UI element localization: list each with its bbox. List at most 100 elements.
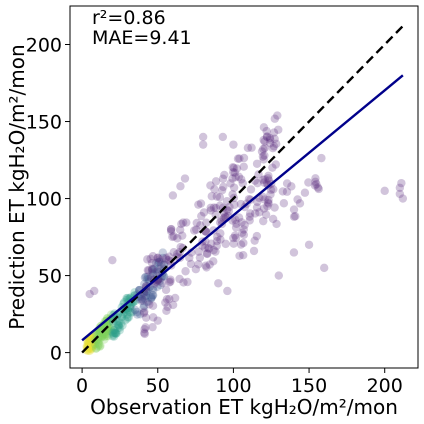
scatter-point bbox=[93, 342, 103, 351]
scatter-point bbox=[140, 324, 149, 334]
scatter-point bbox=[146, 254, 155, 264]
scatter-point bbox=[141, 323, 150, 332]
scatter-point bbox=[262, 132, 272, 141]
scatter-point bbox=[147, 294, 156, 303]
scatter-point bbox=[250, 236, 259, 245]
scatter-point bbox=[199, 208, 209, 217]
scatter-point bbox=[207, 239, 216, 248]
scatter-point bbox=[206, 181, 215, 190]
scatter-point bbox=[176, 182, 185, 191]
scatter-point bbox=[158, 278, 167, 288]
scatter-point bbox=[313, 183, 323, 192]
scatter-point bbox=[149, 313, 158, 322]
scatter-point bbox=[235, 154, 244, 163]
annotation-mae: MAE=9.41 bbox=[92, 27, 192, 49]
scatter-point bbox=[231, 233, 241, 243]
scatter-point bbox=[125, 302, 135, 312]
scatter-point bbox=[82, 346, 91, 355]
scatter-point bbox=[155, 255, 164, 264]
scatter-point bbox=[263, 198, 273, 207]
scatter-point bbox=[209, 257, 218, 266]
scatter-point bbox=[196, 199, 206, 208]
scatter-point bbox=[117, 313, 127, 322]
scatter-point bbox=[211, 210, 220, 220]
scatter-point bbox=[234, 213, 244, 222]
scatter-point bbox=[147, 258, 157, 268]
scatter-point bbox=[198, 132, 208, 142]
y-tick-label: 200 bbox=[26, 35, 62, 57]
y-tick-label: 100 bbox=[26, 189, 62, 211]
scatter-point bbox=[100, 332, 109, 342]
scatter-point bbox=[395, 183, 405, 192]
scatter-point bbox=[264, 199, 273, 208]
scatter-point bbox=[251, 209, 260, 218]
scatter-point bbox=[139, 303, 148, 313]
scatter-point bbox=[117, 312, 126, 321]
scatter-point bbox=[260, 137, 269, 146]
scatter-point bbox=[115, 323, 124, 332]
scatter-point bbox=[202, 218, 211, 227]
scatter-point bbox=[88, 341, 98, 351]
y-tick-label: 50 bbox=[38, 266, 62, 288]
scatter-point bbox=[214, 279, 223, 288]
scatter-point bbox=[272, 139, 281, 149]
scatter-point bbox=[287, 182, 296, 191]
scatter-point bbox=[84, 336, 94, 346]
scatter-point bbox=[270, 203, 279, 212]
scatter-point bbox=[216, 235, 225, 244]
scatter-point bbox=[289, 248, 299, 257]
scatter-point bbox=[153, 253, 163, 262]
scatter-point bbox=[139, 301, 149, 311]
scatter-point bbox=[217, 186, 227, 195]
scatter-point bbox=[123, 314, 132, 323]
scatter-point bbox=[126, 303, 135, 313]
scatter-point bbox=[158, 248, 168, 257]
scatter-point bbox=[398, 194, 408, 203]
scatter-point bbox=[210, 185, 219, 194]
scatter-point bbox=[165, 294, 174, 304]
scatter-point bbox=[140, 294, 149, 303]
scatter-point bbox=[269, 185, 278, 194]
scatter-point bbox=[218, 132, 228, 142]
scatter-point bbox=[204, 244, 214, 253]
scatter-point bbox=[211, 203, 221, 213]
scatter-point bbox=[102, 331, 111, 341]
scatter-point bbox=[156, 260, 166, 269]
scatter-point bbox=[293, 195, 302, 204]
scatter-point bbox=[194, 247, 203, 256]
scatter-point bbox=[220, 170, 229, 180]
scatter-point bbox=[95, 323, 104, 333]
scatter-point bbox=[168, 300, 178, 310]
scatter-point bbox=[166, 275, 175, 284]
scatter-point bbox=[271, 160, 281, 169]
scatter-point bbox=[194, 200, 203, 209]
scatter-point bbox=[87, 341, 96, 350]
scatter-point bbox=[232, 219, 241, 228]
scatter-point bbox=[229, 239, 238, 248]
x-tick-label: 0 bbox=[76, 375, 88, 397]
scatter-point bbox=[304, 178, 313, 187]
scatter-point bbox=[124, 313, 134, 322]
scatter-point bbox=[209, 245, 218, 255]
scatter-point bbox=[258, 175, 268, 185]
scatter-point bbox=[263, 202, 272, 211]
scatter-point bbox=[115, 317, 124, 326]
scatter-point bbox=[190, 226, 199, 235]
scatter-point bbox=[95, 342, 104, 351]
scatter-point bbox=[186, 259, 196, 269]
lines-layer bbox=[81, 25, 404, 354]
scatter-point bbox=[229, 163, 239, 173]
scatter-point bbox=[181, 267, 190, 276]
x-tick-label: 200 bbox=[367, 375, 403, 397]
scatter-point bbox=[109, 330, 118, 339]
scatter-point bbox=[183, 277, 192, 287]
scatter-point bbox=[265, 139, 275, 148]
scatter-point bbox=[164, 252, 174, 261]
scatter-point bbox=[234, 172, 244, 181]
scatter-point bbox=[125, 307, 134, 317]
scatter-point bbox=[110, 325, 119, 335]
scatter-point bbox=[86, 344, 96, 353]
scatter-point bbox=[233, 154, 243, 163]
scatter-point bbox=[108, 318, 118, 328]
scatter-point bbox=[82, 341, 91, 351]
